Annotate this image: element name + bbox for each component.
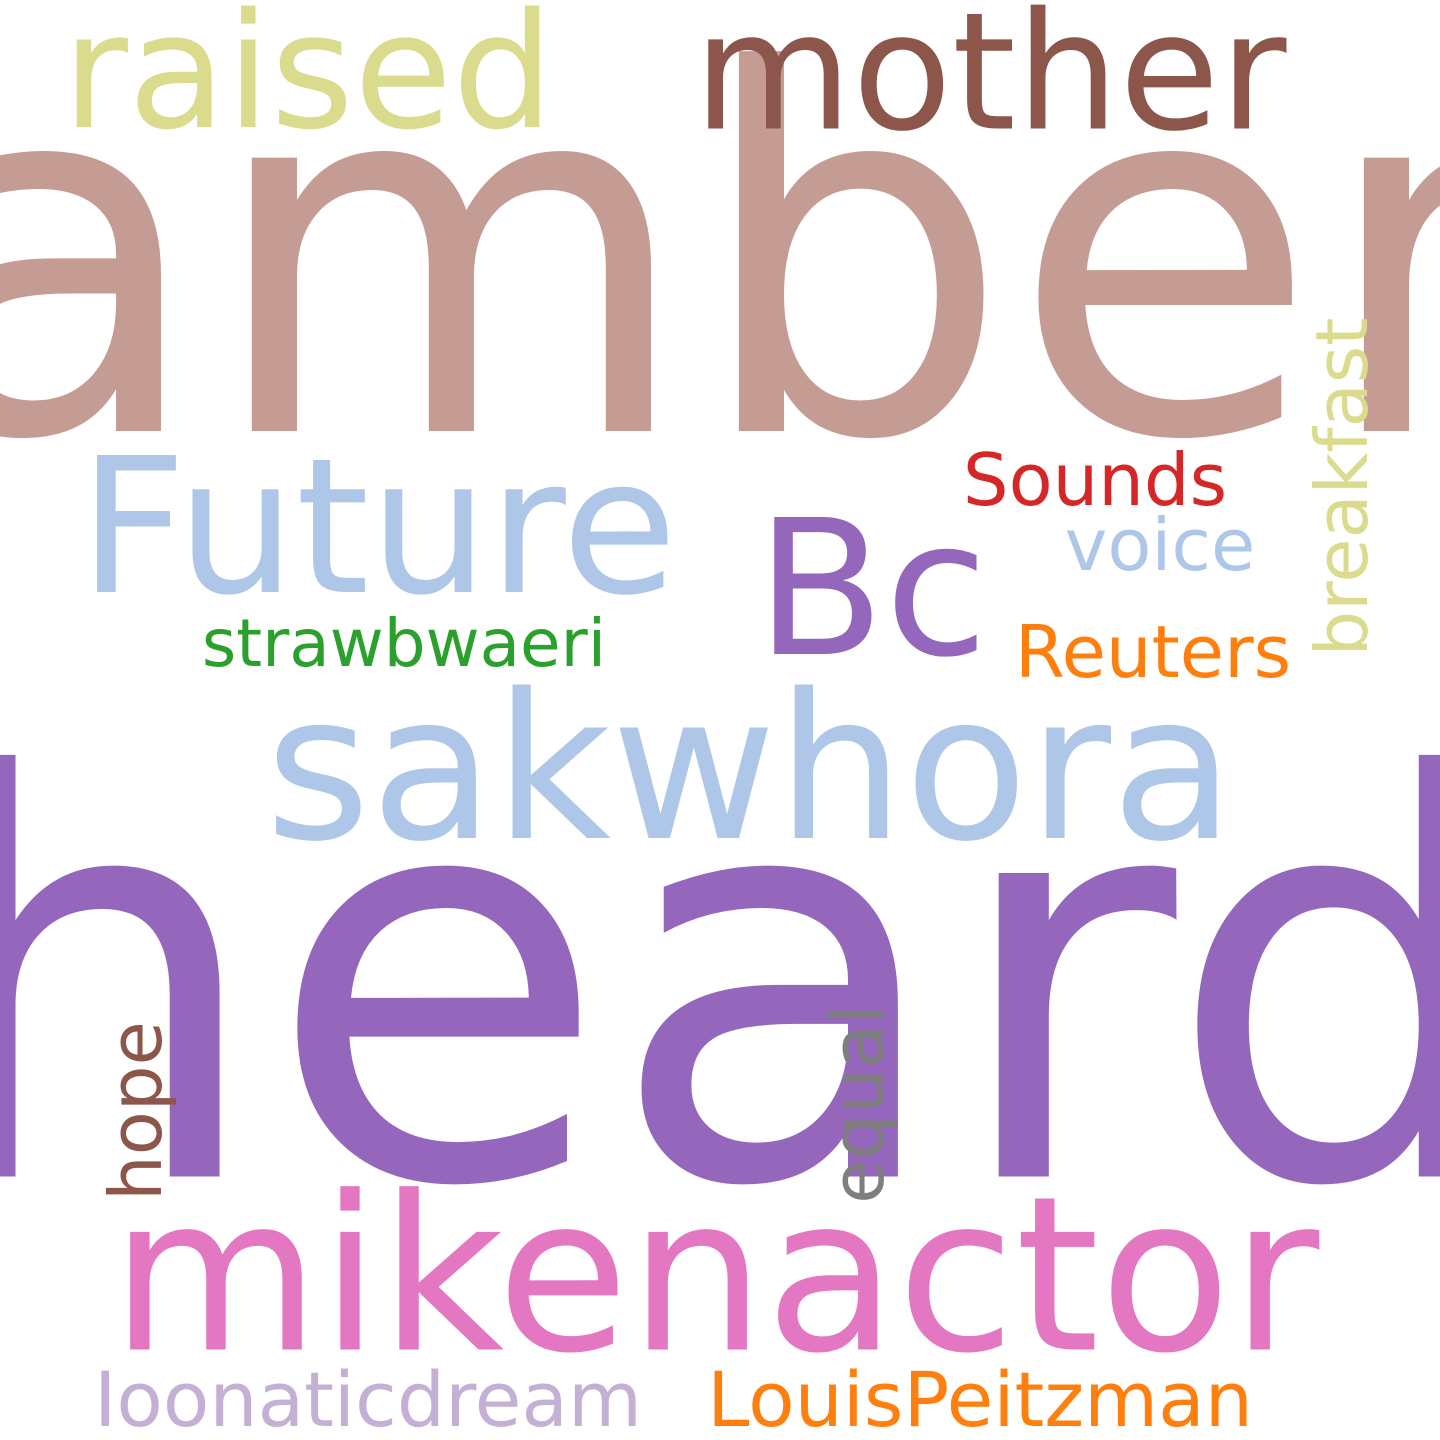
word-heard: heard — [0, 661, 1440, 1308]
word-bc: Bc — [755, 480, 989, 699]
word-hope: hope — [94, 1021, 178, 1201]
word-ioonaticdream: Ioonaticdream — [93, 1355, 643, 1440]
word-breakfast: breakfast — [1300, 317, 1384, 657]
word-sounds: Sounds — [962, 438, 1228, 522]
word-voice: voice — [1064, 503, 1256, 587]
word-louispeitzman: LouisPeitzman — [707, 1355, 1253, 1440]
word-equal: equal — [816, 1004, 900, 1204]
word-sakwhora: sakwhora — [265, 650, 1235, 886]
word-mikenactor: mikenactor — [110, 1149, 1320, 1401]
word-strawbwaeri: strawbwaeri — [201, 605, 607, 682]
word-future: Future — [78, 418, 678, 637]
word-mother: mother — [693, 0, 1287, 168]
word-raised: raised — [62, 0, 554, 165]
word-reuters: Reuters — [1014, 610, 1292, 694]
word-amber: amber — [0, 0, 1440, 549]
